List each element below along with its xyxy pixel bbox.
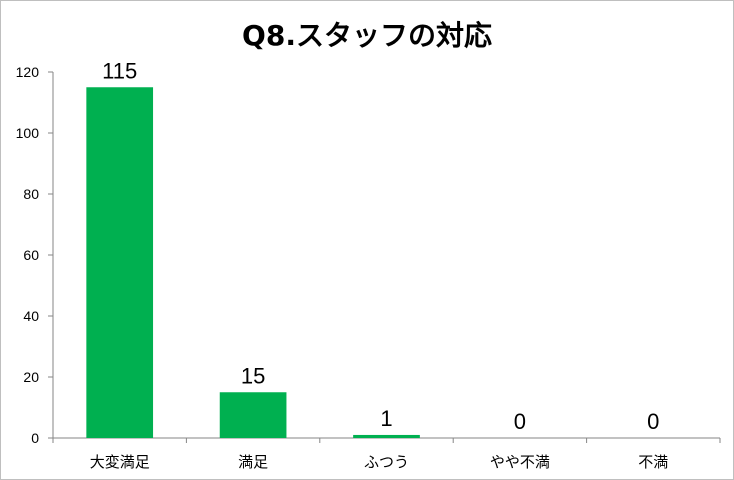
x-category-label: 満足 xyxy=(238,453,268,471)
data-label: 115 xyxy=(102,58,137,83)
x-category-label: ふつう xyxy=(364,453,409,471)
y-tick-label: 100 xyxy=(16,125,40,141)
y-tick-label: 120 xyxy=(16,64,40,80)
y-tick-label: 0 xyxy=(31,430,39,446)
x-category-label: 大変満足 xyxy=(90,453,150,471)
data-label: 15 xyxy=(241,363,265,388)
data-label: 0 xyxy=(647,409,659,434)
bar xyxy=(219,392,287,438)
x-category-label: 不満 xyxy=(638,453,668,471)
data-label: 0 xyxy=(514,409,526,434)
y-tick-label: 20 xyxy=(23,369,39,385)
y-tick-label: 60 xyxy=(23,247,39,263)
x-category-label: やや不満 xyxy=(490,453,550,471)
y-tick-label: 80 xyxy=(23,186,39,202)
bar xyxy=(353,434,420,438)
y-tick-label: 40 xyxy=(23,308,39,324)
bar xyxy=(86,87,154,438)
data-label: 1 xyxy=(380,406,392,431)
chart-title: Q8.スタッフの対応 xyxy=(242,19,492,52)
